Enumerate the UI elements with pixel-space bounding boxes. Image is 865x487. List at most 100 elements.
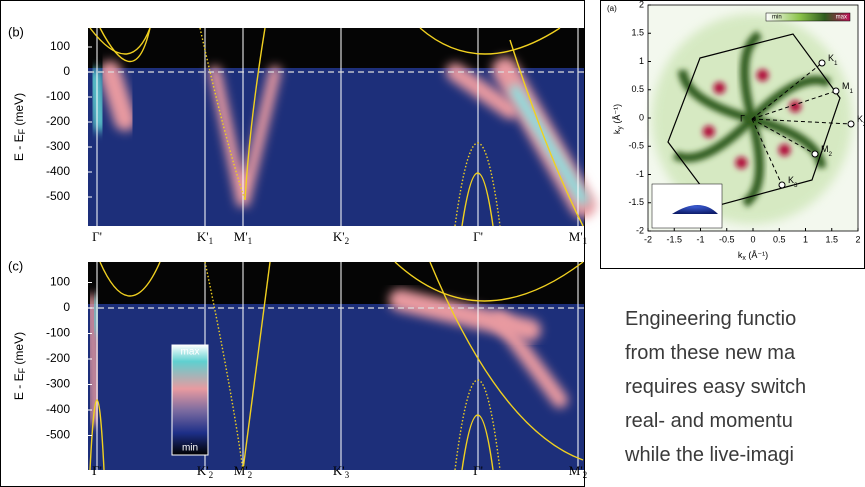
sub: x	[742, 255, 746, 262]
intensity-band	[510, 85, 588, 205]
paragraph-line: requires easy switch	[625, 376, 806, 398]
band-curve	[89, 27, 151, 55]
label-sub: 2	[345, 236, 350, 246]
x-tick-label: K'1	[197, 229, 213, 246]
unit: (Å⁻¹)	[612, 104, 622, 126]
inset-y-tick-label: 2	[639, 0, 644, 9]
band-curve	[199, 27, 246, 201]
inset-y-tick-label: 1	[639, 56, 644, 66]
k-point	[818, 59, 826, 67]
band-curve	[204, 261, 244, 471]
heatmap-empty	[88, 262, 584, 304]
k-path	[751, 118, 852, 125]
heatmap	[88, 28, 596, 226]
label-main: K	[857, 114, 863, 124]
k-point-label: M1	[842, 81, 854, 94]
y-label-unit: (meV)	[12, 93, 26, 129]
y-tick-label: -100	[46, 89, 70, 103]
label-main: K'	[333, 463, 345, 478]
intensity-band	[492, 312, 568, 408]
dome	[672, 205, 718, 214]
y-tick-label: 100	[50, 39, 70, 53]
fermi-cb-min: min	[772, 15, 782, 21]
fermi-pocket	[713, 81, 726, 94]
fermi-arm	[740, 30, 763, 121]
label-sub: 2	[863, 121, 865, 128]
label-main: K	[828, 53, 834, 63]
k-point	[778, 181, 786, 189]
x-tick-label: M'2	[234, 463, 253, 480]
panel-label: (b)	[8, 24, 24, 39]
band-curve	[429, 261, 584, 461]
label-main: Γ'	[92, 229, 102, 244]
inset-x-tick-label: 1	[803, 234, 808, 244]
fermi-pocket	[702, 125, 715, 138]
y-tick-label: -100	[46, 326, 70, 340]
y-tick-label: -400	[46, 164, 70, 178]
inset-x-tick-label: 1.5	[825, 234, 838, 244]
fermi-cb-max: max	[836, 15, 847, 21]
inset-x-tick-label: -0.5	[719, 234, 735, 244]
paragraph-line: from these new ma	[625, 342, 796, 364]
inset-y-tick-label: 0	[639, 112, 644, 122]
band-curve	[99, 27, 151, 62]
y-axis-label: E - EF (meV)	[12, 93, 27, 161]
inset-label: (a)	[607, 4, 617, 13]
label-main: M'	[569, 463, 583, 478]
k-point-label: K3	[788, 175, 798, 188]
y-label-sub: F	[17, 128, 27, 134]
y-tick-label: -200	[46, 351, 70, 365]
inset-y-tick-label: 0.5	[631, 84, 644, 94]
band-curve	[461, 172, 494, 227]
k-point-label: M2	[821, 144, 833, 157]
label-sub: 3	[345, 470, 350, 480]
inset-x-tick-label: 2	[855, 234, 860, 244]
y-tick-label: -200	[46, 114, 70, 128]
y-tick-label: -500	[46, 189, 70, 203]
x-tick-label: M'1	[234, 229, 252, 246]
inset-x-tick-label: -1	[696, 234, 704, 244]
inset-x-tick-label: -2	[644, 234, 652, 244]
y-label-main: E - E	[12, 134, 26, 161]
label-sub: 3	[794, 182, 798, 189]
colorbar-min: min	[182, 443, 198, 454]
label-main: K'	[333, 229, 345, 244]
fermi-arm	[672, 115, 756, 163]
colorbar-max: max	[181, 347, 200, 358]
k-point	[832, 87, 840, 95]
paragraph-line: Engineering functio	[625, 308, 796, 330]
label-sub: 1	[583, 236, 588, 246]
fermi-arm	[677, 69, 754, 124]
y-tick-label: 0	[63, 300, 70, 314]
x-tick-label: K'3	[333, 463, 350, 480]
intensity-band	[99, 61, 136, 131]
band-curve	[509, 39, 584, 227]
x-tick-label: Γ'	[92, 229, 102, 244]
band-curve	[419, 27, 561, 55]
x-tick-label: Γ'	[92, 463, 102, 478]
label-sub: 2	[829, 151, 833, 158]
band-curve	[242, 261, 271, 471]
heatmap	[86, 262, 584, 470]
x-tick-label: M'1	[569, 229, 587, 246]
fermi-arm	[750, 114, 827, 169]
label-sub: 1	[209, 236, 214, 246]
main: k	[612, 129, 622, 134]
inset-y-tick-label: -0.5	[628, 141, 644, 151]
label-main: M	[842, 81, 850, 91]
fermi-arm	[741, 117, 764, 208]
k-path	[751, 90, 837, 120]
band-curve	[244, 27, 266, 201]
band-curve	[454, 379, 501, 471]
gamma-label: Γ	[740, 113, 745, 123]
fermi-pocket	[789, 100, 802, 113]
k-point-label: K2	[857, 114, 865, 127]
label-sub: 1	[834, 60, 838, 67]
label-main: Γ'	[473, 229, 483, 244]
label-main: K'	[197, 463, 209, 478]
k-path	[751, 118, 816, 155]
label-sub: 1	[850, 88, 854, 95]
x-tick-label: K'2	[197, 463, 214, 480]
paragraph-line: real- and momentu	[625, 410, 793, 432]
